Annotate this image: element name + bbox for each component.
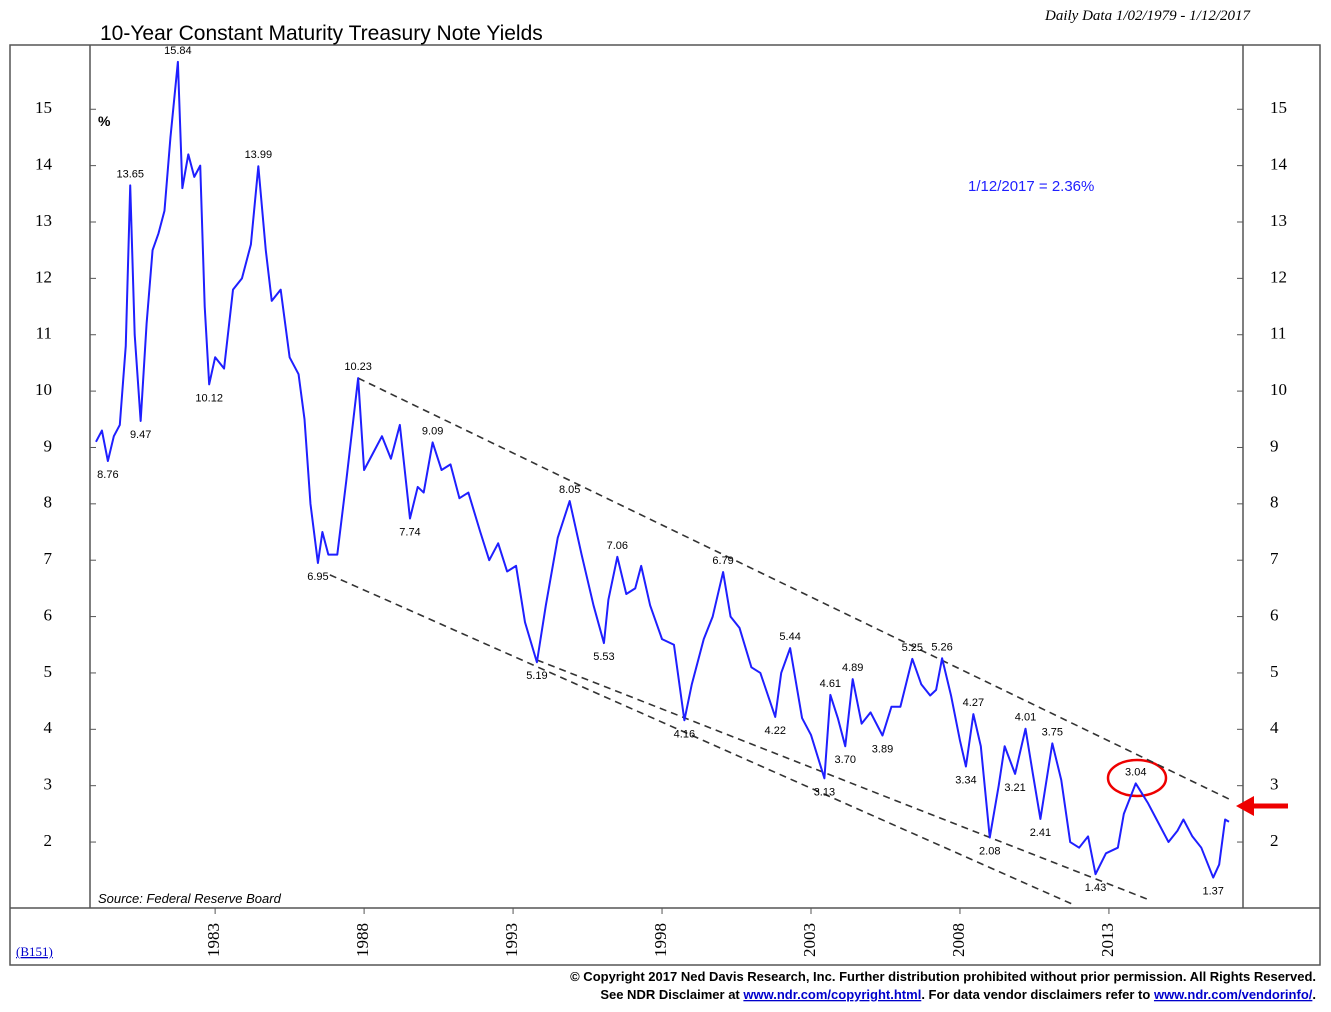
- y-tick-label: 4: [44, 718, 53, 737]
- data-label: 13.65: [116, 168, 144, 180]
- y-tick-label: 12: [1270, 267, 1287, 286]
- y-tick-label: 15: [35, 98, 52, 117]
- x-tick-label: 2008: [949, 923, 968, 957]
- link[interactable]: www.ndr.com/vendorinfo/: [1153, 987, 1313, 1002]
- data-label: 8.05: [559, 484, 580, 496]
- y-tick-label: 5: [44, 662, 53, 681]
- source: Source: Federal Reserve Board: [98, 891, 282, 906]
- data-label: 7.06: [607, 540, 628, 552]
- y-tick-label: 10: [1270, 380, 1287, 399]
- y-tick-label: 8: [44, 493, 53, 512]
- y-tick-label: 7: [1270, 549, 1279, 568]
- data-label: 5.26: [931, 641, 952, 653]
- data-label: 4.27: [963, 697, 984, 709]
- y-tick-label: 2: [44, 831, 53, 850]
- data-label: 5.19: [526, 670, 547, 682]
- data-label: 3.89: [872, 744, 893, 756]
- x-tick-label: 1998: [651, 923, 670, 957]
- y-tick-label: 2: [1270, 831, 1279, 850]
- y-tick-label: 3: [1270, 775, 1279, 794]
- data-label: 13.99: [245, 149, 273, 161]
- x-tick-label: 1993: [502, 923, 521, 957]
- callout: 1/12/2017 = 2.36%: [968, 178, 1094, 195]
- y-unit: %: [98, 113, 111, 129]
- y-tick-label: 9: [44, 436, 53, 455]
- data-label: 1.37: [1202, 886, 1223, 898]
- data-label: 3.04: [1125, 766, 1146, 778]
- data-label: 9.47: [130, 429, 151, 441]
- arrow: [1236, 796, 1288, 816]
- data-label: 2.41: [1030, 827, 1051, 839]
- y-tick-label: 13: [35, 211, 52, 230]
- y-tick-label: 11: [1270, 324, 1286, 343]
- disclaimer: See NDR Disclaimer at www.ndr.com/copyri…: [600, 987, 1316, 1002]
- data-label: 3.75: [1042, 726, 1063, 738]
- chart-code: (B151): [16, 944, 53, 959]
- y-tick-label: 4: [1270, 718, 1279, 737]
- data-label: 5.53: [593, 651, 614, 663]
- highlight-circle: [1106, 758, 1168, 798]
- y-tick-label: 5: [1270, 662, 1279, 681]
- y-tick-label: 12: [35, 267, 52, 286]
- data-label: 9.09: [422, 425, 443, 437]
- y-tick-label: 14: [1270, 155, 1288, 174]
- frame: [9, 44, 1321, 966]
- disclaimer-text: . For data vendor disclaimers refer to: [921, 987, 1154, 1002]
- data-label: 4.22: [765, 725, 786, 737]
- x-tick-label: 2013: [1098, 923, 1117, 957]
- y-tick-label: 3: [44, 775, 53, 794]
- y-tick-label: 7: [44, 549, 53, 568]
- link[interactable]: www.ndr.com/copyright.html: [742, 987, 921, 1002]
- y-tick-label: 6: [1270, 605, 1279, 624]
- x-tick-label: 1983: [204, 923, 223, 957]
- data-label: 7.74: [399, 526, 420, 538]
- data-label: 4.16: [674, 728, 695, 740]
- y-tick-label: 6: [44, 605, 53, 624]
- trend-line: [357, 377, 1233, 802]
- data-label: 10.23: [344, 361, 372, 373]
- data-label: 4.89: [842, 662, 863, 674]
- y-tick-label: 13: [1270, 211, 1287, 230]
- y-tick-label: 14: [35, 155, 53, 174]
- trend-line: [536, 659, 1151, 901]
- y-tick-label: 15: [1270, 98, 1287, 117]
- data-label: 4.01: [1015, 712, 1036, 724]
- chart-title: 10-Year Constant Maturity Treasury Note …: [100, 22, 543, 45]
- data-label: 8.76: [97, 469, 118, 481]
- arrow-head: [1236, 796, 1254, 816]
- data-label: 3.21: [1004, 782, 1025, 794]
- y-tick-label: 11: [36, 324, 52, 343]
- series-line: [95, 60, 1230, 879]
- subtitle: Daily Data 1/02/1979 - 1/12/2017: [1044, 8, 1251, 24]
- data-label: 6.95: [307, 571, 328, 583]
- data-label: 10.12: [195, 392, 223, 404]
- trend-line: [329, 574, 1075, 906]
- disclaimer-text: .: [1312, 987, 1316, 1002]
- data-label: 2.08: [979, 846, 1000, 858]
- data-label: 5.25: [902, 642, 923, 654]
- y-tick-label: 9: [1270, 436, 1279, 455]
- y-tick-label: 8: [1270, 493, 1279, 512]
- x-tick-label: 2003: [800, 923, 819, 957]
- data-label: 3.70: [835, 754, 856, 766]
- data-label: 3.13: [814, 786, 835, 798]
- y-tick-label: 10: [35, 380, 52, 399]
- data-label: 1.43: [1085, 882, 1106, 894]
- data-label: 3.34: [955, 775, 976, 787]
- data-label: 6.79: [712, 555, 733, 567]
- data-label: 4.61: [820, 678, 841, 690]
- copyright: © Copyright 2017 Ned Davis Research, Inc…: [570, 969, 1316, 984]
- disclaimer-text: See NDR Disclaimer at: [600, 987, 743, 1002]
- data-label: 5.44: [779, 631, 800, 643]
- x-tick-label: 1988: [353, 923, 372, 957]
- data-label: 15.84: [164, 45, 192, 57]
